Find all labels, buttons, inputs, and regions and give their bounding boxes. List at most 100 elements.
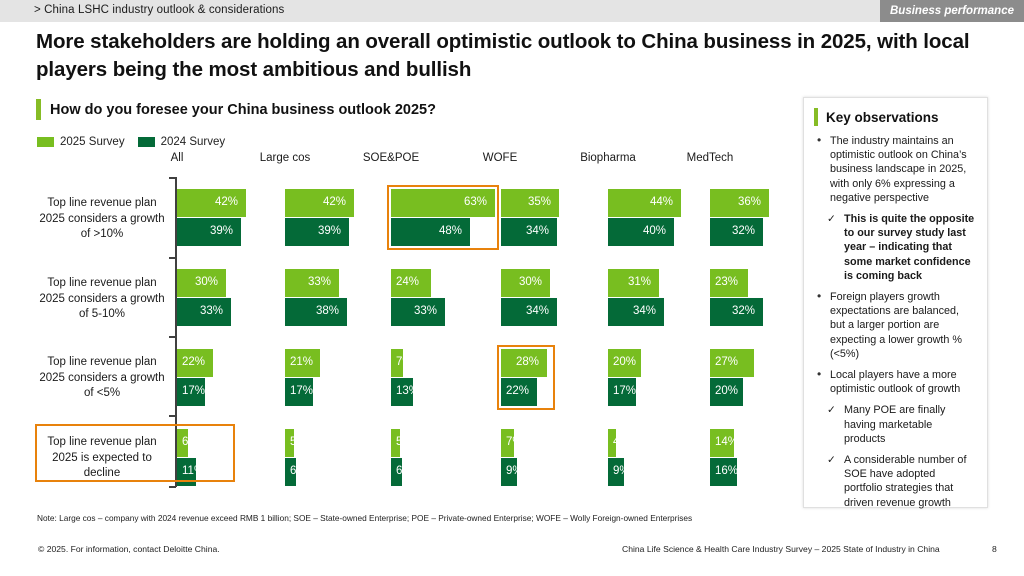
axis-tick xyxy=(169,336,176,338)
bar-2025-soepoe-decline: 5% xyxy=(391,429,413,457)
column-header-all: All xyxy=(170,152,184,164)
bar-2024-soepoe-decline: 6% xyxy=(391,458,413,486)
bar-2024-biopharma-lt5: 17% xyxy=(608,378,636,406)
bar-2024-soepoe-lt5: 13% xyxy=(391,378,419,406)
bar-value: 34% xyxy=(525,305,549,318)
key-observations-panel: Key observations The industry maintains … xyxy=(803,97,988,510)
bar-value: 17% xyxy=(613,385,637,398)
footer-page-number: 8 xyxy=(992,544,997,554)
bar-value: 39% xyxy=(209,225,233,238)
bar-2024-wofe-gt10: 34% xyxy=(501,218,557,246)
bar-value: 13% xyxy=(396,385,420,398)
bar-value: 30% xyxy=(194,276,218,289)
bar-2025-biopharma-5to10: 31% xyxy=(608,269,659,297)
bar-value: 32% xyxy=(731,225,755,238)
section-tag-badge: Business performance xyxy=(880,0,1024,22)
footer-source: China Life Science & Health Care Industr… xyxy=(622,544,940,554)
bar-value: 22% xyxy=(182,356,206,369)
highlight-box-wofe-lt5 xyxy=(497,345,555,410)
bar-value: 7% xyxy=(396,356,413,369)
bar-2025-wofe-gt10: 35% xyxy=(501,189,559,217)
bar-2024-medtech-lt5: 20% xyxy=(710,378,743,406)
bar-2025-medtech-gt10: 36% xyxy=(710,189,769,217)
bar-2024-largecos-lt5: 17% xyxy=(285,378,313,406)
bar-value: 24% xyxy=(396,276,420,289)
observation-subitem: A considerable number of SOE have adopte… xyxy=(827,453,976,510)
legend-swatch-2024-icon xyxy=(137,137,155,147)
highlight-box-decline-label xyxy=(35,424,235,482)
bar-2024-medtech-decline: 16% xyxy=(710,458,739,486)
bar-value: 44% xyxy=(649,196,673,209)
footnote: Note: Large cos – company with 2024 reve… xyxy=(37,513,693,523)
top-bar: > China LSHC industry outlook & consider… xyxy=(0,0,1024,22)
bar-2024-all-gt10: 39% xyxy=(177,218,241,246)
bar-2024-wofe-lt5: 22% xyxy=(501,378,537,406)
bar-2025-biopharma-lt5: 20% xyxy=(608,349,641,377)
observation-subitem: This is quite the opposite to our survey… xyxy=(827,212,976,283)
bar-2024-soepoe-gt10: 48% xyxy=(391,218,470,246)
bar-value: 33% xyxy=(199,305,223,318)
bar-value: 30% xyxy=(518,276,542,289)
chart-legend: 2025 Survey 2024 Survey xyxy=(37,136,225,148)
key-observations-title-group: Key observations xyxy=(814,108,976,126)
bar-value: 9% xyxy=(613,465,630,478)
bar-2025-wofe-decline: 7% xyxy=(501,429,523,457)
bar-value: 6% xyxy=(396,465,413,478)
bar-value: 31% xyxy=(627,276,651,289)
observation-subitem: Many POE are finally having marketable p… xyxy=(827,403,976,446)
axis-tick xyxy=(169,415,176,417)
bar-value: 63% xyxy=(463,196,487,209)
bar-2025-largecos-decline: 5% xyxy=(285,429,307,457)
legend-swatch-2025-icon xyxy=(37,137,54,147)
bar-value: 17% xyxy=(290,385,314,398)
bar-value: 5% xyxy=(290,436,307,449)
bar-2025-all-lt5: 22% xyxy=(177,349,213,377)
bar-value: 32% xyxy=(731,305,755,318)
bar-2024-all-5to10: 33% xyxy=(177,298,231,326)
bar-value: 7% xyxy=(506,436,523,449)
bar-value: 6% xyxy=(290,465,307,478)
row-label-growth-gt10: Top line revenue plan 2025 considers a g… xyxy=(39,197,165,240)
bar-value: 48% xyxy=(438,225,462,238)
bar-value: 16% xyxy=(715,465,739,478)
bar-value: 42% xyxy=(322,196,346,209)
column-header-wofe: WOFE xyxy=(482,152,518,164)
bar-2025-soepoe-lt5: 7% xyxy=(391,349,413,377)
bar-2025-medtech-5to10: 23% xyxy=(710,269,748,297)
legend-item-2024: 2024 Survey xyxy=(137,136,225,148)
bar-2025-wofe-5to10: 30% xyxy=(501,269,550,297)
accent-bar-icon xyxy=(36,99,41,120)
key-observations-title: Key observations xyxy=(826,109,939,125)
bar-2025-wofe-lt5: 28% xyxy=(501,349,547,377)
bar-2025-soepoe-gt10: 63% xyxy=(391,189,495,217)
observation-item: Local players have a more optimistic out… xyxy=(814,367,976,396)
bar-2024-all-lt5: 17% xyxy=(177,378,205,406)
bar-value: 21% xyxy=(290,356,314,369)
bar-2024-biopharma-5to10: 34% xyxy=(608,298,664,326)
page-title: More stakeholders are holding an overall… xyxy=(36,30,970,81)
row-label-growth-lt5: Top line revenue plan 2025 considers a g… xyxy=(39,356,165,399)
bar-value: 4% xyxy=(613,436,630,449)
bar-2024-largecos-5to10: 38% xyxy=(285,298,347,326)
bar-value: 23% xyxy=(715,276,739,289)
breadcrumb: > China LSHC industry outlook & consider… xyxy=(34,4,285,16)
bar-value: 28% xyxy=(515,356,539,369)
bar-value: 14% xyxy=(715,436,739,449)
footer-divider xyxy=(0,536,1024,537)
bar-value: 39% xyxy=(317,225,341,238)
bar-value: 42% xyxy=(214,196,238,209)
bar-2024-wofe-5to10: 34% xyxy=(501,298,557,326)
bar-value: 34% xyxy=(525,225,549,238)
bar-2025-largecos-5to10: 33% xyxy=(285,269,339,297)
bar-2025-largecos-lt5: 21% xyxy=(285,349,320,377)
bar-value: 36% xyxy=(737,196,761,209)
bar-2025-medtech-decline: 14% xyxy=(710,429,738,457)
bar-value: 33% xyxy=(413,305,437,318)
bar-2025-medtech-lt5: 27% xyxy=(710,349,754,377)
bar-value: 27% xyxy=(715,356,739,369)
bar-value: 35% xyxy=(527,196,551,209)
bar-value: 11% xyxy=(182,465,205,478)
bar-2024-biopharma-decline: 9% xyxy=(608,458,630,486)
chart-axis-line xyxy=(175,177,177,487)
bar-2025-all-gt10: 42% xyxy=(177,189,246,217)
